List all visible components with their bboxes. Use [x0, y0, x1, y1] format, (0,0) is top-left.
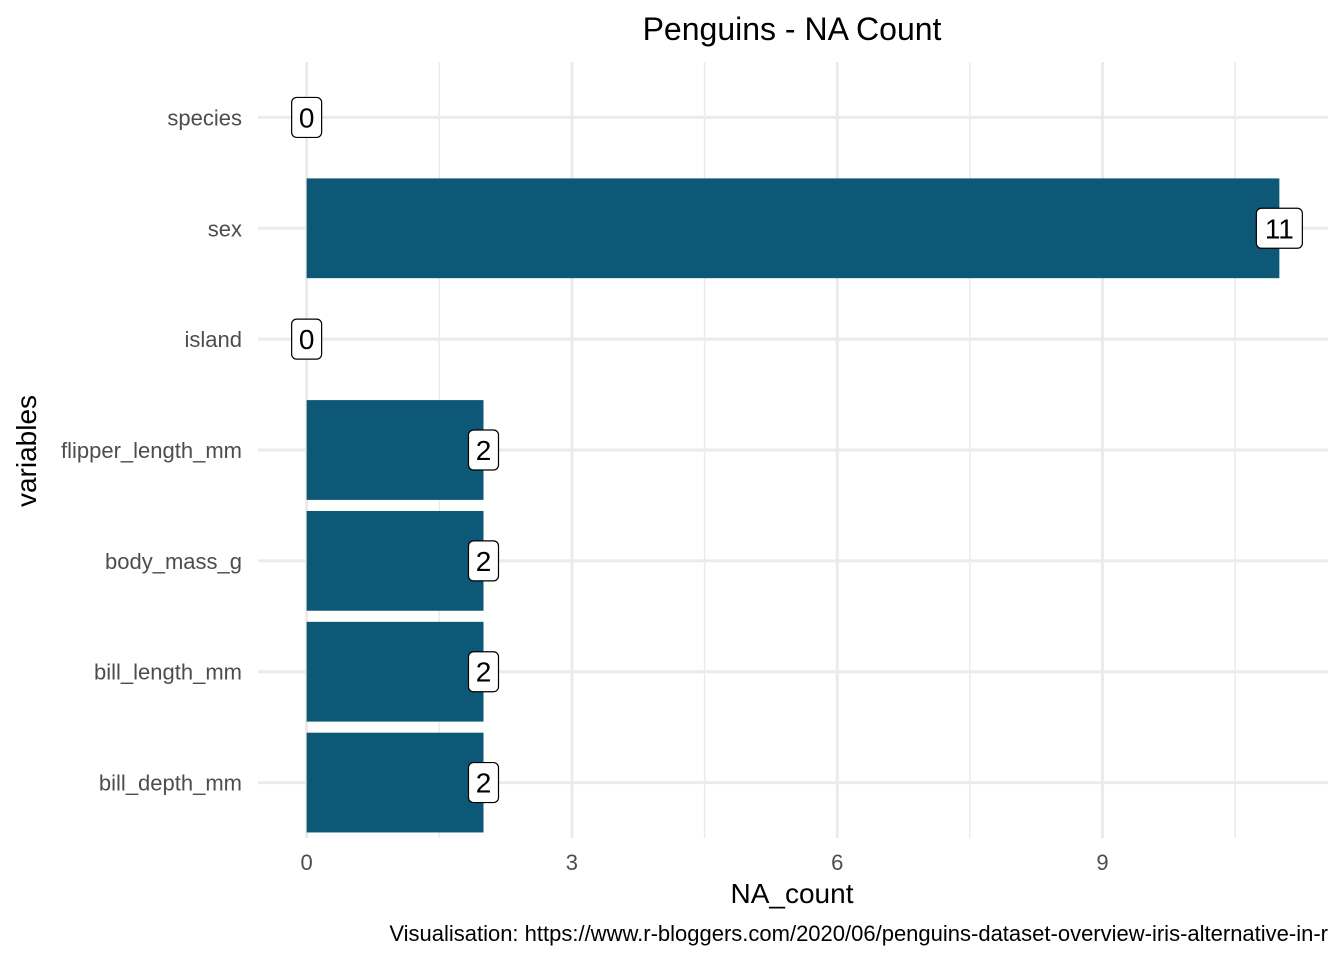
data-label-text: 2: [476, 657, 492, 688]
bar-sex: [306, 178, 1280, 279]
x-tick-label: 0: [301, 850, 313, 875]
data-label-box: [1255, 207, 1303, 249]
data-label-box: [291, 318, 323, 360]
y-tick-label: body_mass_g: [105, 549, 242, 574]
data-label-box: [291, 96, 323, 139]
data-label-text: 2: [476, 546, 492, 577]
y-tick-label: species: [167, 105, 242, 130]
x-tick-label: 9: [1096, 850, 1108, 875]
y-tick-label: island: [185, 327, 242, 352]
y-tick-label: flipper_length_mm: [61, 438, 242, 463]
data-label-text: 2: [476, 435, 492, 466]
data-label-body_mass_g: 2: [467, 540, 500, 582]
data-label-box: [467, 429, 500, 471]
bar-bill_depth_mm: [306, 732, 484, 833]
bars: [306, 178, 1280, 833]
data-label-box: [467, 761, 500, 804]
data-label-text: 0: [299, 102, 315, 133]
data-label-bill_length_mm: 2: [467, 651, 500, 693]
data-labels: 0 11 0 2 2 2 2: [291, 96, 1303, 804]
y-axis-tick-labels: species sex island flipper_length_mm body_ma…: [61, 105, 242, 795]
y-tick-label: sex: [208, 216, 242, 241]
x-axis-tick-labels: 0 3 6 9: [301, 850, 1109, 875]
x-tick-label: 3: [566, 850, 578, 875]
bar-body_mass_g: [306, 510, 484, 611]
x-tick-label: 6: [831, 850, 843, 875]
data-label-text: 2: [476, 768, 492, 799]
data-label-text: 0: [299, 324, 315, 355]
bar-bill_length_mm: [306, 621, 484, 722]
data-label-flipper_length_mm: 2: [467, 429, 500, 471]
chart-caption: Visualisation: https://www.r-bloggers.co…: [389, 921, 1328, 946]
y-tick-label: bill_depth_mm: [99, 771, 242, 796]
data-label-species: 0: [291, 96, 323, 139]
y-axis-title: variables: [11, 395, 42, 507]
data-label-box: [467, 651, 500, 693]
bar-flipper_length_mm: [306, 400, 484, 500]
y-tick-label: bill_length_mm: [94, 660, 242, 685]
data-label-box: [467, 540, 500, 582]
x-axis-title: NA_count: [731, 878, 854, 909]
data-label-text: 11: [1265, 213, 1294, 244]
chart-title: Penguins - NA Count: [643, 11, 942, 47]
data-label-bill_depth_mm: 2: [467, 761, 500, 804]
data-label-island: 0: [291, 318, 323, 360]
data-label-sex: 11: [1255, 207, 1303, 249]
